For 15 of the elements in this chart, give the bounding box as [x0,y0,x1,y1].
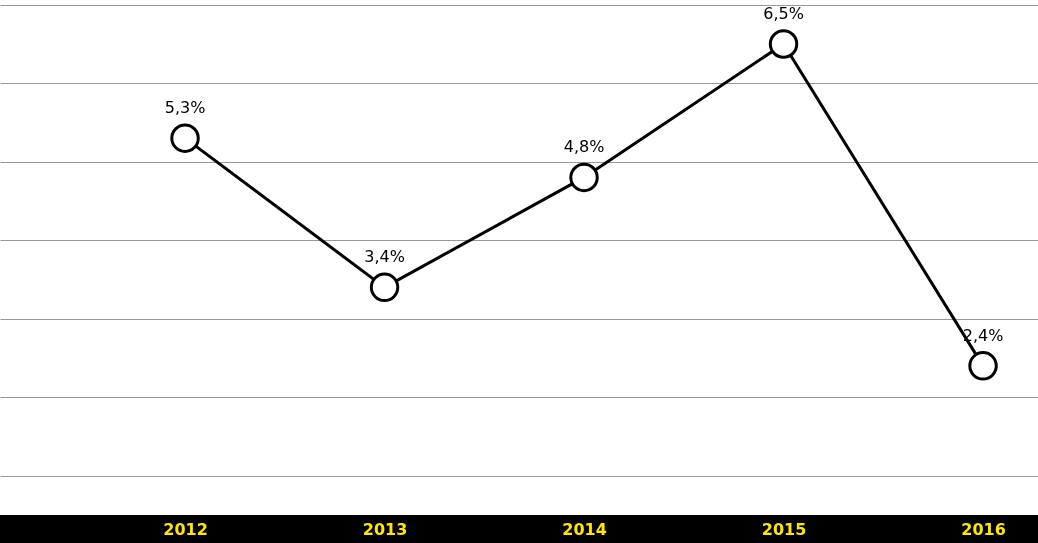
x-tick-label: 2013 [362,519,408,539]
point [968,351,998,381]
data-label: 2,4% [962,325,1004,345]
point [170,123,200,153]
x-tick-label: 2015 [761,519,807,539]
x-tick-label: 2014 [562,519,607,539]
x-tick-label: 2012 [163,519,208,539]
data-label: 3,4% [364,247,405,267]
data-label: 6,5% [763,3,804,23]
x-tick-label: 2016 [961,519,1006,539]
point [369,272,400,303]
data-label: 4,8% [563,137,605,157]
point [768,29,799,59]
point [569,162,599,193]
data-label: 5,3% [164,98,206,118]
